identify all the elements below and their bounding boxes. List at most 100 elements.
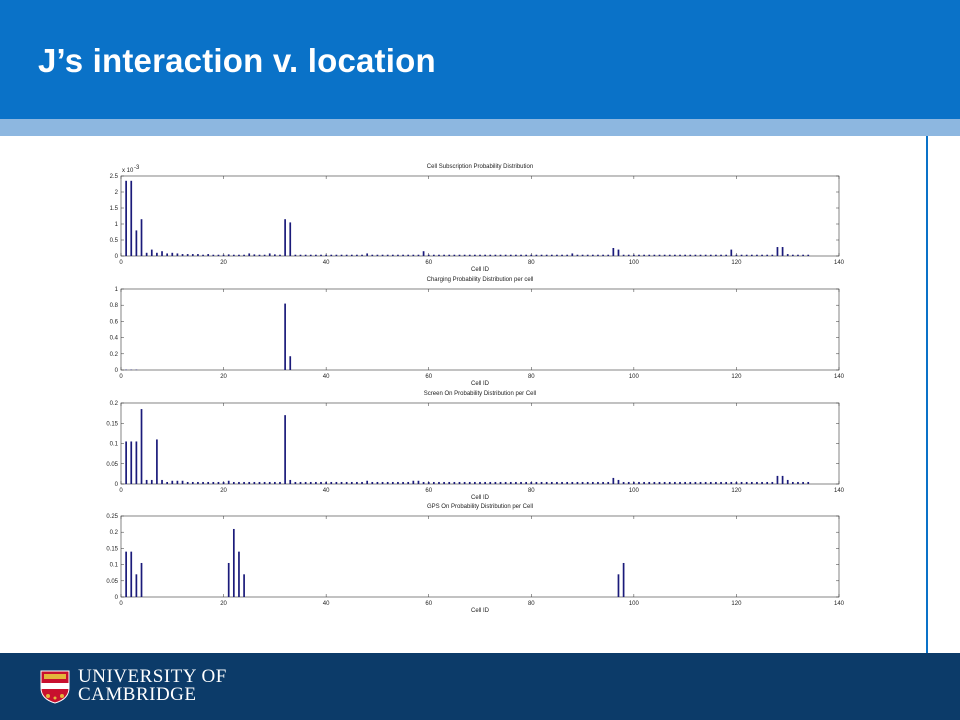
bar <box>223 482 225 484</box>
y-tick-label: 0.05 <box>106 462 118 468</box>
x-tick-label: 120 <box>731 374 742 380</box>
bar <box>346 255 348 256</box>
bar <box>592 255 594 256</box>
bar <box>536 255 538 256</box>
bar <box>141 409 143 484</box>
bar <box>377 482 379 484</box>
chart-title: Screen On Probability Distribution per C… <box>424 391 536 397</box>
bar <box>720 255 722 256</box>
x-tick-label: 0 <box>119 601 123 607</box>
bar <box>489 255 491 256</box>
bar <box>489 482 491 484</box>
bar <box>597 255 599 256</box>
bar <box>448 482 450 484</box>
bar <box>736 482 738 484</box>
bar <box>289 222 291 256</box>
bar <box>218 482 220 484</box>
x-tick-label: 140 <box>834 488 845 494</box>
bar <box>597 482 599 484</box>
bar <box>156 439 158 484</box>
bar <box>807 482 809 484</box>
bar <box>315 482 317 484</box>
bar <box>618 480 620 484</box>
bar <box>361 482 363 484</box>
x-tick-label: 60 <box>425 601 432 607</box>
bar <box>638 255 640 256</box>
bar <box>125 441 127 484</box>
bar <box>761 482 763 484</box>
bar <box>166 482 168 484</box>
bar <box>674 482 676 484</box>
bar <box>695 482 697 484</box>
bar <box>787 254 789 256</box>
bar <box>228 254 230 256</box>
bar <box>530 255 532 256</box>
bar <box>177 481 179 484</box>
bar <box>284 219 286 256</box>
bar <box>259 482 261 484</box>
y-tick-label: 1 <box>115 287 119 293</box>
bar <box>766 255 768 256</box>
bar <box>674 255 676 256</box>
bar <box>807 255 809 256</box>
bar <box>295 255 297 256</box>
bar <box>341 255 343 256</box>
chart-title: Cell Subscription Probability Distributi… <box>427 164 533 170</box>
bar <box>556 255 558 256</box>
bar <box>212 255 214 256</box>
bar <box>264 255 266 256</box>
bar <box>428 255 430 256</box>
bar <box>725 482 727 484</box>
bar <box>684 255 686 256</box>
bar <box>771 255 773 256</box>
bar <box>561 255 563 256</box>
x-tick-label: 60 <box>425 374 432 380</box>
bar <box>166 253 168 256</box>
bar <box>689 482 691 484</box>
logo-text-line2: CAMBRIDGE <box>78 685 197 705</box>
bar <box>136 230 138 256</box>
bar <box>700 255 702 256</box>
bar <box>561 482 563 484</box>
x-tick-label: 60 <box>425 488 432 494</box>
bar <box>546 482 548 484</box>
plot-frame <box>121 289 839 370</box>
bar <box>469 255 471 256</box>
plot-frame <box>121 176 839 256</box>
bar <box>274 482 276 484</box>
bar <box>387 255 389 256</box>
bar <box>587 255 589 256</box>
bar <box>797 482 799 484</box>
bar <box>705 255 707 256</box>
bar <box>305 482 307 484</box>
bar <box>710 482 712 484</box>
y-tick-label: 1.5 <box>110 206 119 212</box>
bar <box>454 255 456 256</box>
bar <box>505 482 507 484</box>
bar <box>438 482 440 484</box>
bar <box>515 482 517 484</box>
y-tick-label: 0 <box>115 368 119 374</box>
bar <box>366 481 368 484</box>
x-tick-label: 80 <box>528 488 535 494</box>
bar <box>259 255 261 256</box>
bar <box>587 482 589 484</box>
bar <box>397 482 399 484</box>
x-axis-label: Cell ID <box>471 495 490 501</box>
y-tick-label: 0.25 <box>106 514 118 520</box>
bar <box>577 482 579 484</box>
y-tick-label: 0.2 <box>110 530 119 536</box>
bar <box>377 255 379 256</box>
bar <box>141 563 143 597</box>
bar <box>782 476 784 484</box>
bar <box>761 255 763 256</box>
bar <box>356 255 358 256</box>
bar <box>305 255 307 256</box>
bar <box>510 255 512 256</box>
bar <box>612 248 614 256</box>
bar <box>484 255 486 256</box>
bar <box>623 563 625 597</box>
bar <box>474 255 476 256</box>
bar <box>756 482 758 484</box>
y-tick-label: 0.4 <box>110 336 119 342</box>
